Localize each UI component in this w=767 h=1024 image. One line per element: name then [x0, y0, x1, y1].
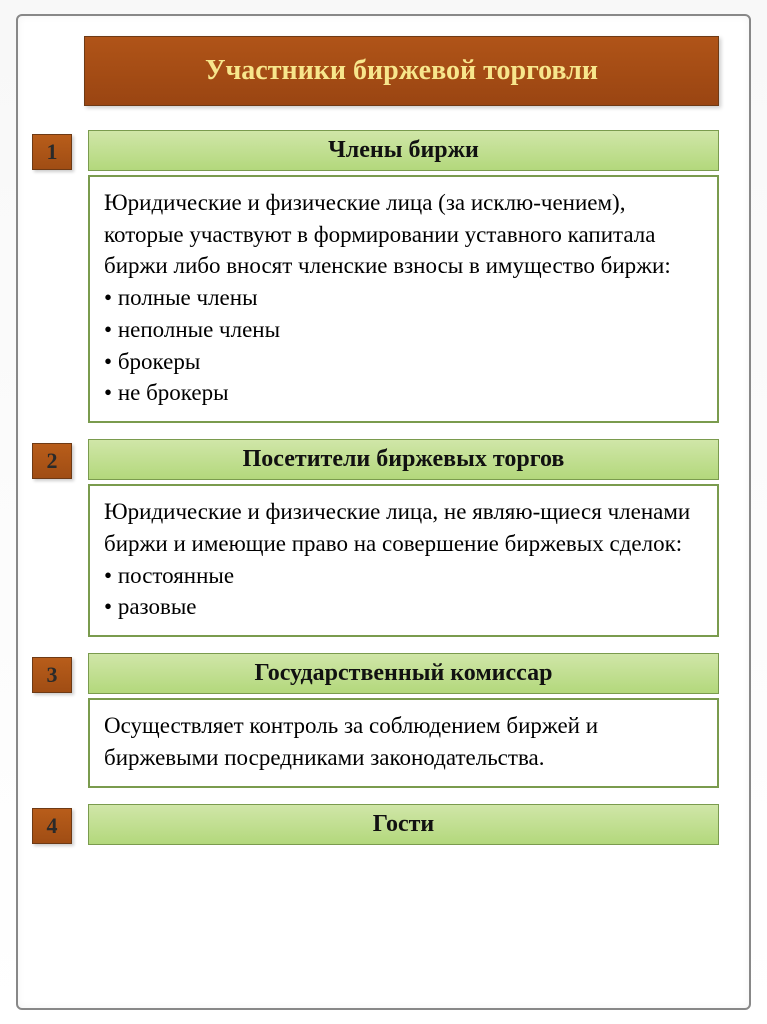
slide-frame: Участники биржевой торговли 1 Члены бирж…	[16, 14, 751, 1010]
section-3: 3 Государственный комиссар Осуществляет …	[48, 653, 719, 787]
list-item: брокеры	[104, 346, 703, 378]
main-title-text: Участники биржевой торговли	[205, 55, 598, 86]
section-body-3: Осуществляет контроль за соблюдением бир…	[88, 698, 719, 787]
number-label: 2	[47, 448, 58, 474]
intro-text: Юридические и физические лица (за исклю-…	[104, 187, 703, 282]
list-item: полные члены	[104, 282, 703, 314]
header-text: Гости	[373, 811, 434, 837]
number-label: 3	[47, 662, 58, 688]
list-item: неполные члены	[104, 314, 703, 346]
section-number-4: 4	[32, 808, 72, 844]
list-item: разовые	[104, 591, 703, 623]
section-header-1: Члены биржи	[88, 130, 719, 171]
list-item: постоянные	[104, 560, 703, 592]
body-text: Осуществляет контроль за соблюдением бир…	[104, 710, 703, 773]
header-text: Посетители биржевых торгов	[243, 446, 565, 472]
section-number-1: 1	[32, 134, 72, 170]
section-2: 2 Посетители биржевых торгов Юридические…	[48, 439, 719, 637]
section-4: 4 Гости	[48, 804, 719, 845]
header-text: Государственный комиссар	[255, 660, 553, 686]
header-text: Члены биржи	[328, 137, 479, 163]
section-1: 1 Члены биржи Юридические и физические л…	[48, 130, 719, 423]
bullet-list-1: полные члены неполные члены брокеры не б…	[104, 282, 703, 409]
section-header-2: Посетители биржевых торгов	[88, 439, 719, 480]
bullet-list-2: постоянные разовые	[104, 560, 703, 623]
section-header-3: Государственный комиссар	[88, 653, 719, 694]
section-body-1: Юридические и физические лица (за исклю-…	[88, 175, 719, 423]
main-title: Участники биржевой торговли	[84, 36, 719, 106]
number-label: 4	[47, 813, 58, 839]
section-header-4: Гости	[88, 804, 719, 845]
section-number-2: 2	[32, 443, 72, 479]
section-number-3: 3	[32, 657, 72, 693]
section-body-2: Юридические и физические лица, не являю-…	[88, 484, 719, 637]
list-item: не брокеры	[104, 377, 703, 409]
number-label: 1	[47, 139, 58, 165]
intro-text: Юридические и физические лица, не являю-…	[104, 496, 703, 559]
